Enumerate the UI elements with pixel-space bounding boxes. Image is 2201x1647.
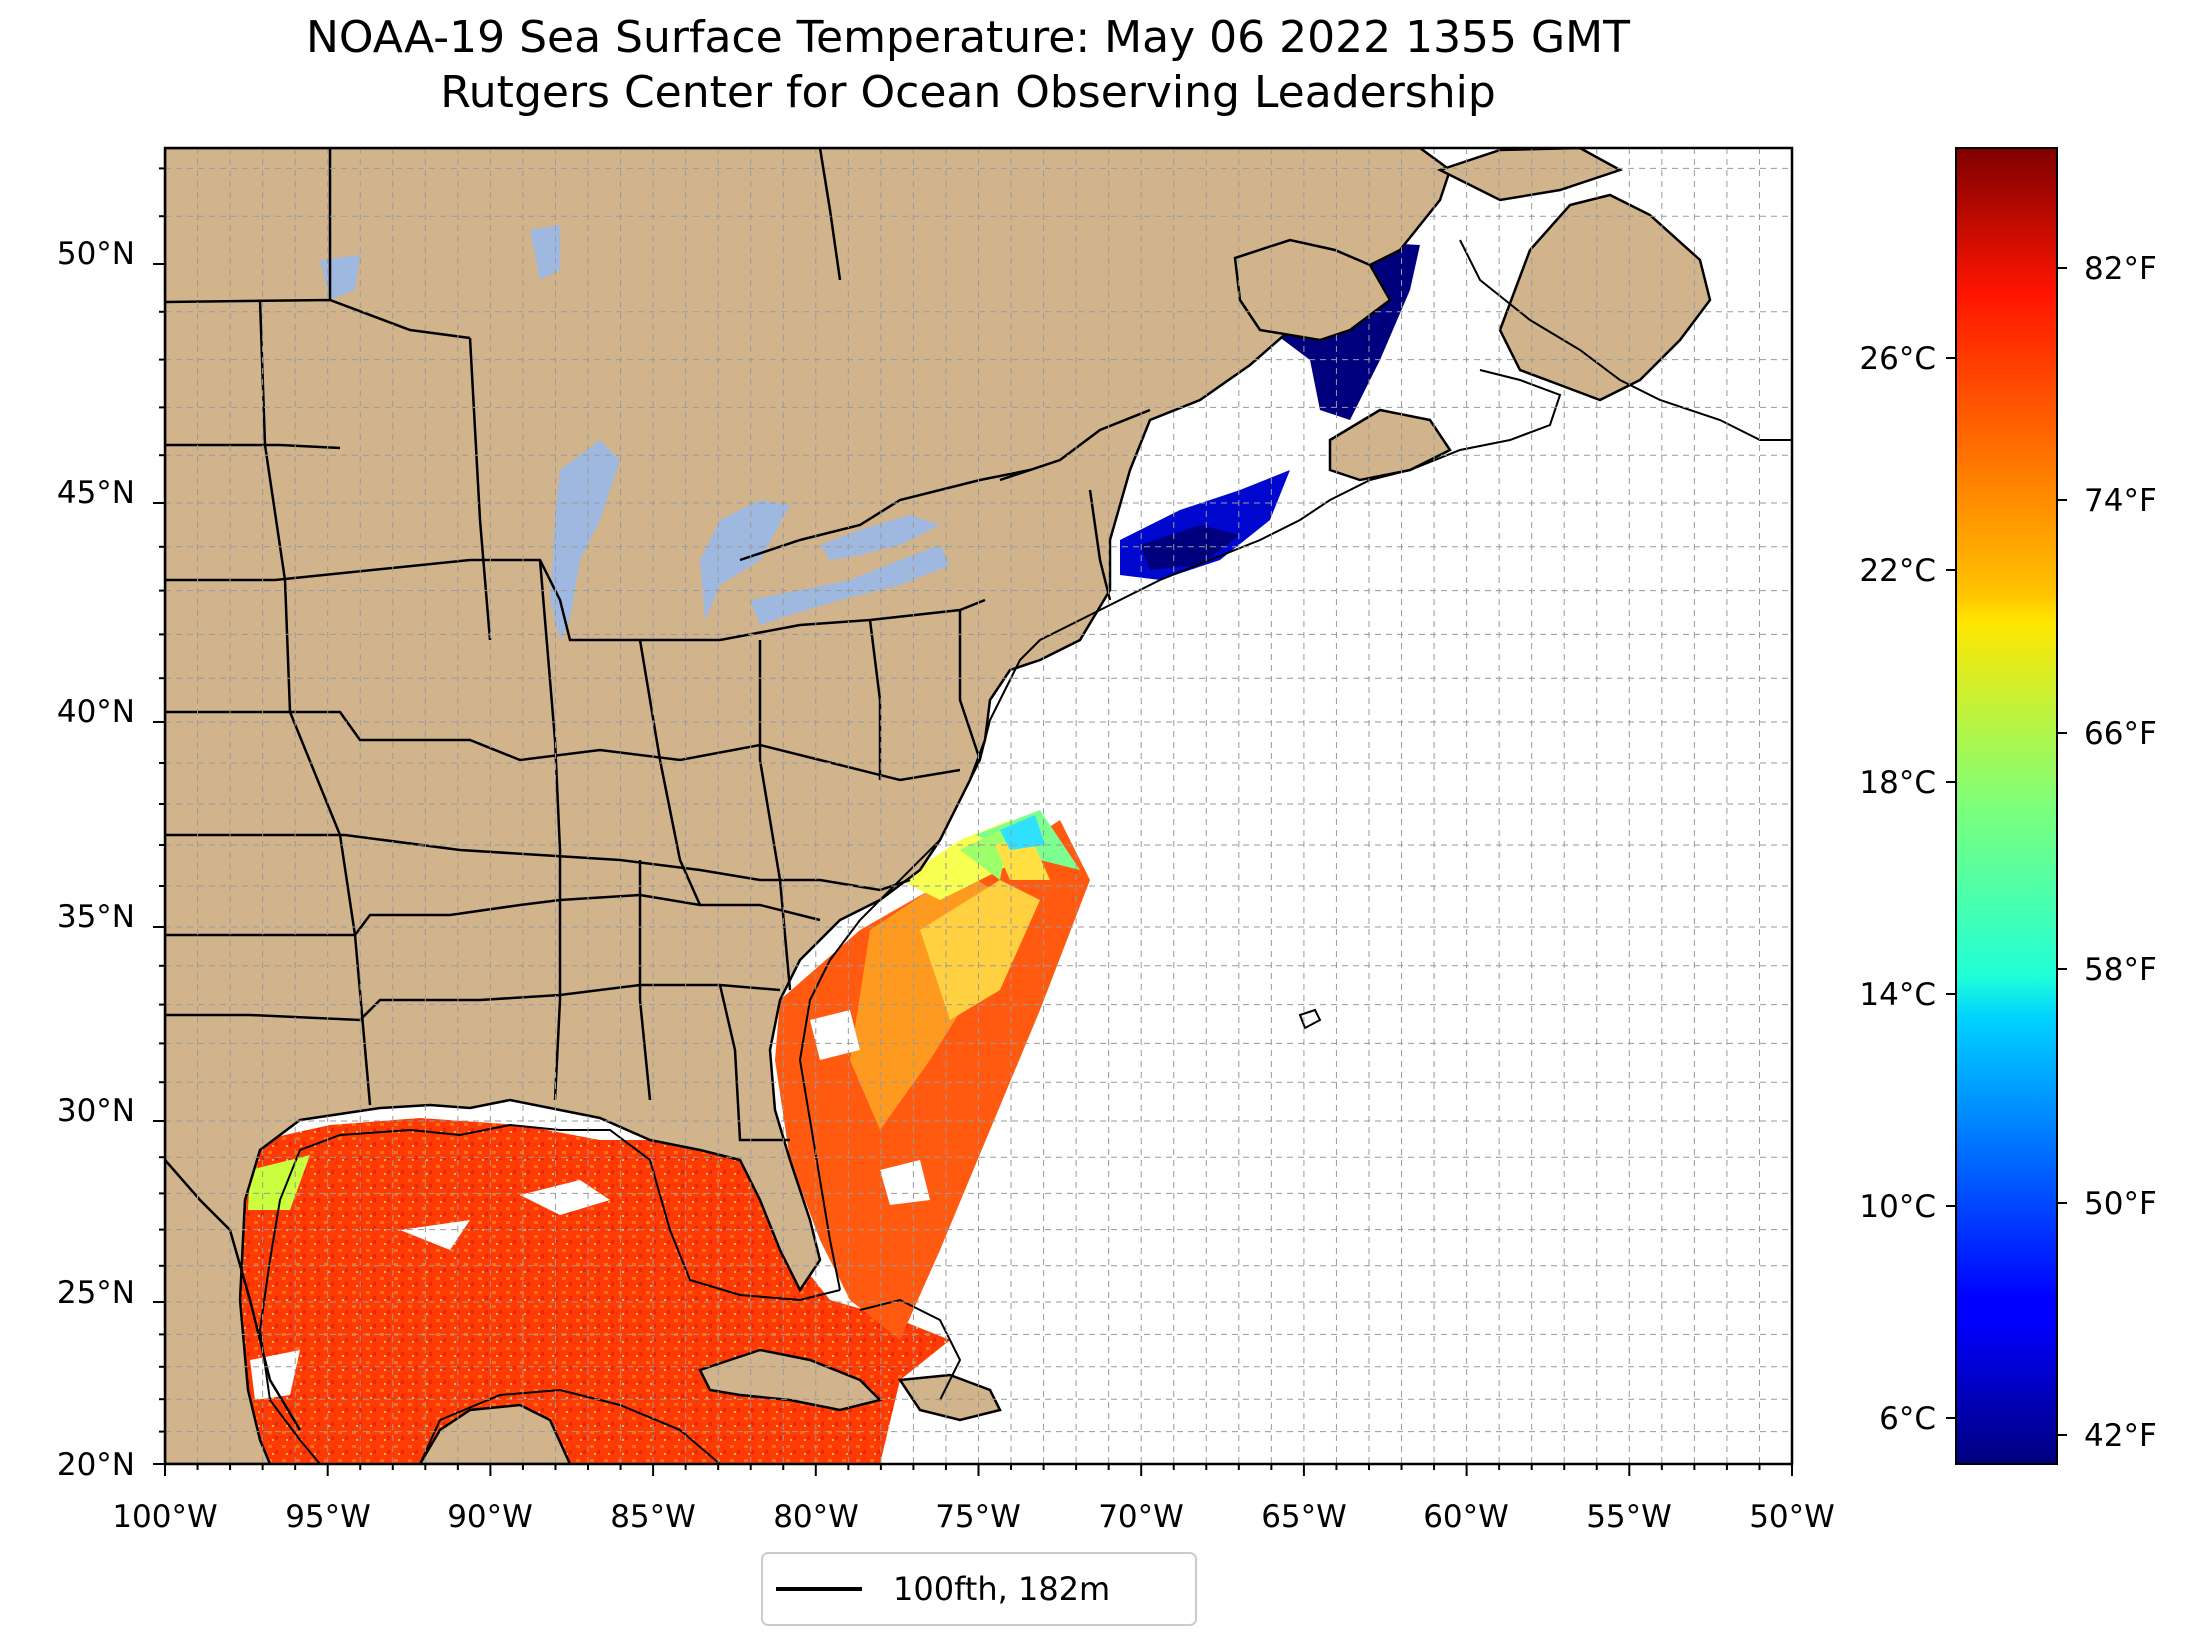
figure-title: NOAA-19 Sea Surface Temperature: May 06 … (306, 12, 1630, 63)
lat-tick-label: 30°N (57, 1093, 135, 1129)
lon-tick-label: 95°W (285, 1499, 371, 1535)
colorbar-fahrenheit-label: 50°F (2084, 1186, 2157, 1222)
state-borders (165, 148, 1151, 1431)
colorbar-gradient (1955, 147, 2058, 1465)
colorbar-celsius-label: 6°C (1879, 1401, 1936, 1437)
legend-label: 100fth, 182m (893, 1570, 1110, 1608)
lat-tick-label: 20°N (57, 1447, 135, 1483)
colorbar-celsius-label: 26°C (1859, 341, 1936, 377)
lon-tick-label: 100°W (112, 1499, 217, 1535)
lakes-layer (320, 225, 950, 640)
figure-subtitle: Rutgers Center for Ocean Observing Leade… (440, 67, 1496, 118)
lat-tick-label: 25°N (57, 1275, 135, 1311)
lon-tick-label: 75°W (935, 1499, 1021, 1535)
colorbar-celsius-label: 14°C (1859, 977, 1936, 1013)
colorbar-fahrenheit-label: 42°F (2084, 1418, 2157, 1454)
colorbar: 26°C 22°C 18°C 14°C 10°C 6°C 82°F 74°F 6… (1859, 147, 2157, 1465)
colorbar-fahrenheit-label: 58°F (2084, 952, 2157, 988)
legend: 100fth, 182m (761, 1552, 1197, 1626)
lat-tick-label: 45°N (57, 475, 135, 511)
colorbar-celsius-label: 10°C (1859, 1189, 1936, 1225)
colorbar-fahrenheit-label: 66°F (2084, 716, 2157, 752)
map-gridlines (165, 148, 1792, 1464)
lat-tick-label: 40°N (57, 694, 135, 730)
legend-box (761, 1552, 1197, 1626)
lon-tick-label: 65°W (1261, 1499, 1347, 1535)
colorbar-tick-marks (1946, 267, 2067, 1436)
colorbar-celsius-label: 18°C (1859, 765, 1936, 801)
colorbar-celsius-label: 22°C (1859, 553, 1936, 589)
lon-tick-label: 85°W (610, 1499, 696, 1535)
lon-tick-label: 80°W (773, 1499, 859, 1535)
land-layer (165, 148, 1712, 1464)
colorbar-fahrenheit-label: 82°F (2084, 251, 2157, 287)
map-panel: 50°N 45°N 40°N 35°N 30°N 25°N 20°N 100°W… (57, 146, 1835, 1535)
lat-tick-label: 50°N (57, 236, 135, 272)
lon-tick-label: 50°W (1749, 1499, 1835, 1535)
lon-tick-label: 55°W (1586, 1499, 1672, 1535)
lon-tick-label: 60°W (1423, 1499, 1509, 1535)
isobath-100fth (258, 239, 1792, 1464)
axis-ticks (153, 167, 1793, 1476)
lon-tick-label: 70°W (1098, 1499, 1184, 1535)
lon-tick-label: 90°W (447, 1499, 533, 1535)
colorbar-fahrenheit-label: 74°F (2084, 483, 2157, 519)
lat-tick-label: 35°N (57, 899, 135, 935)
